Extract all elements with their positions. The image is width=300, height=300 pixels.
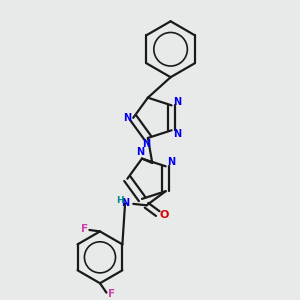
Text: N: N <box>173 129 181 139</box>
Text: O: O <box>160 210 169 220</box>
Text: N: N <box>167 158 175 167</box>
Text: N: N <box>136 147 144 158</box>
Text: N: N <box>142 139 150 149</box>
Text: N: N <box>123 113 131 123</box>
Text: F: F <box>108 289 115 299</box>
Text: N: N <box>173 97 181 106</box>
Text: F: F <box>80 224 88 234</box>
Text: N: N <box>121 198 129 208</box>
Text: H: H <box>116 196 124 205</box>
